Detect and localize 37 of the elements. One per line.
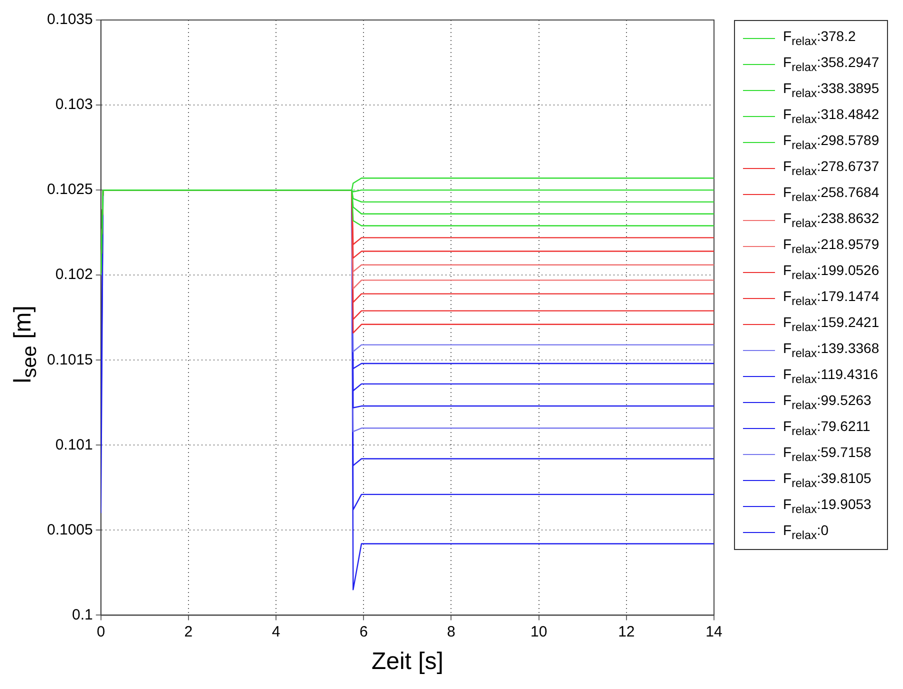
y-tick-label: 0.1: [72, 606, 93, 624]
legend-label: F$_{relax}$:19.9053: [783, 496, 872, 516]
legend-label: F$_{relax}$:318.4842: [783, 106, 880, 126]
legend-label: F$_{relax}$:0: [783, 522, 829, 542]
y-tick-label: 0.101: [55, 436, 93, 454]
legend-label: F$_{relax}$:199.0526: [783, 262, 880, 282]
x-tick-label: 14: [706, 623, 722, 640]
x-tick-label: 8: [447, 623, 456, 640]
legend-label: F$_{relax}$:358.2947: [783, 54, 880, 74]
y-tick-label: 0.103: [55, 96, 93, 114]
legend-label: F$_{relax}$:378.2: [783, 28, 856, 48]
legend-label: F$_{relax}$:298.5789: [783, 132, 880, 152]
y-tick-label: 0.1035: [46, 11, 93, 28]
x-tick-label: 10: [530, 623, 548, 640]
y-tick-label: 0.102: [55, 266, 93, 284]
legend-label: F$_{relax}$:218.9579: [783, 236, 880, 256]
y-tick-label: 0.1005: [46, 521, 93, 538]
x-tick-label: 4: [272, 623, 280, 640]
legend-label: F$_{relax}$:119.4316: [783, 366, 878, 386]
x-tick-label: 12: [618, 623, 635, 640]
legend-label: F$_{relax}$:99.5263: [783, 392, 872, 412]
x-tick-label: 6: [359, 623, 368, 640]
legend-label: F$_{relax}$:139.3368: [783, 340, 880, 360]
legend-label: F$_{relax}$:278.6737: [783, 158, 880, 178]
legend-label: F$_{relax}$:238.8632: [783, 210, 880, 230]
legend-label: F$_{relax}$:179.1474: [783, 288, 880, 308]
legend-label: F$_{relax}$:79.6211: [783, 418, 870, 438]
y-tick-label: 0.1015: [46, 351, 93, 368]
legend-label: F$_{relax}$:59.7158: [783, 444, 872, 464]
x-tick-label: 2: [184, 623, 193, 640]
legend-label: F$_{relax}$:159.2421: [783, 314, 880, 334]
legend-label: F$_{relax}$:258.7684: [783, 184, 880, 204]
x-tick-label: 0: [96, 623, 106, 640]
legend-label: F$_{relax}$:39.8105: [783, 470, 872, 490]
x-axis-title: Zeit [s]: [371, 648, 444, 676]
y-tick-label: 0.1025: [46, 181, 93, 198]
legend-label: F$_{relax}$:338.3895: [783, 80, 880, 100]
